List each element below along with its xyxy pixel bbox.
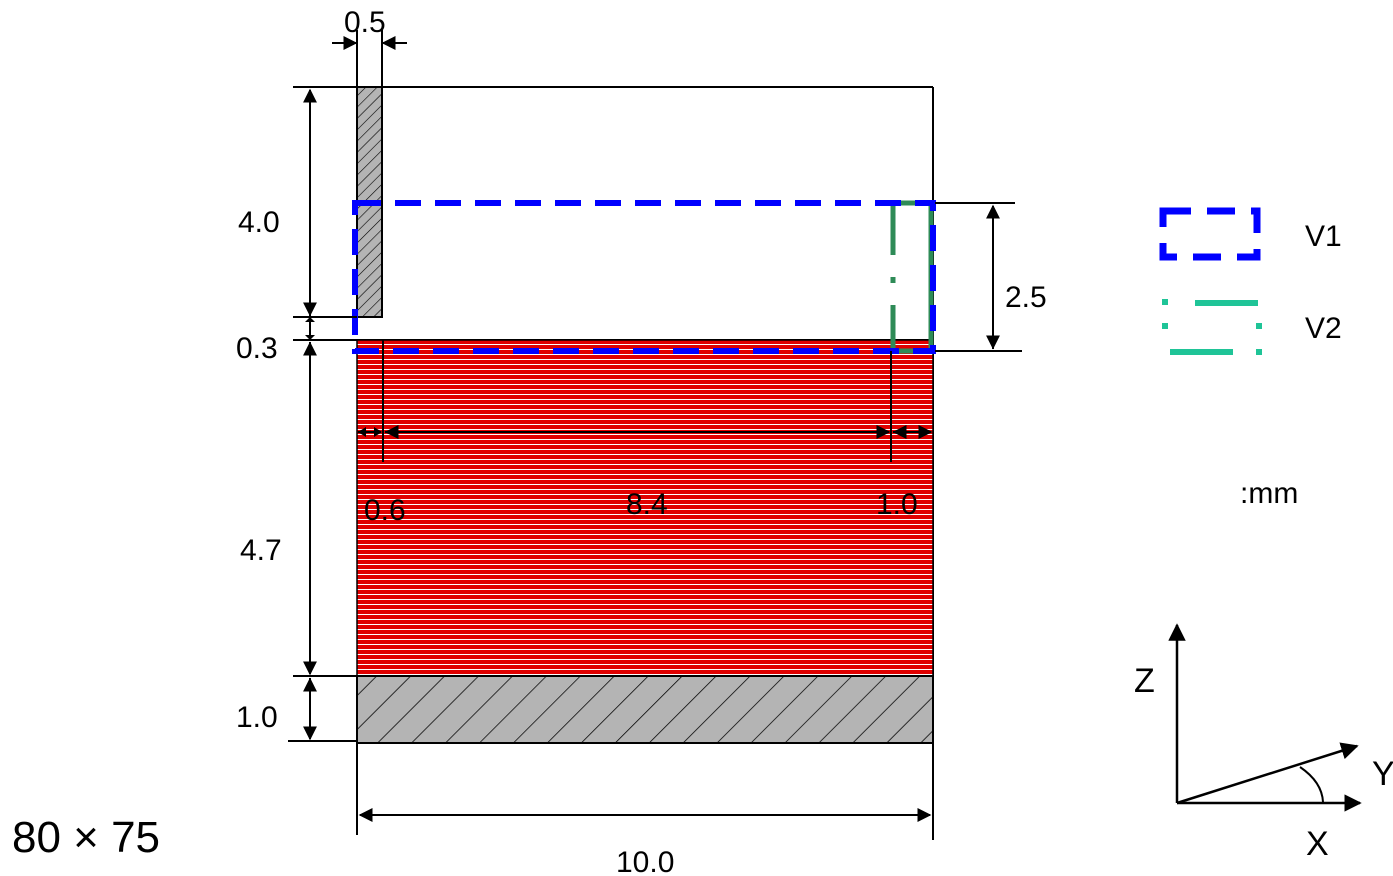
dim-label-top-width: 0.5 <box>344 6 386 39</box>
coordinate-axes: Z Y X <box>1134 623 1393 863</box>
axis-label-y: Y <box>1372 755 1393 793</box>
size-caption: 80 × 75 <box>12 813 160 862</box>
dim-label-seg-mid: 8.4 <box>626 488 668 521</box>
bottom-substrate-hatched <box>356 675 934 744</box>
red-layer <box>356 339 934 677</box>
dimension-left-chain: 4.0 0.3 4.7 1.0 <box>236 86 357 742</box>
unit-label: :mm <box>1240 477 1298 510</box>
v2-region-outline <box>890 200 934 354</box>
axis-label-z: Z <box>1134 662 1155 700</box>
dim-label-gap: 0.3 <box>236 332 278 365</box>
dim-label-total-width: 10.0 <box>616 846 674 876</box>
dim-label-seg-right: 1.0 <box>876 488 918 521</box>
dimension-top-width: 0.5 <box>332 6 407 87</box>
dimension-internal-segments: 0.6 8.4 1.0 <box>358 340 933 527</box>
dim-label-height-bottom: 1.0 <box>236 701 278 734</box>
legend-v1-swatch <box>1159 207 1261 261</box>
legend-v1-label: V1 <box>1305 220 1342 253</box>
legend-v2-label: V2 <box>1305 312 1342 345</box>
dim-label-box-height: 2.5 <box>1005 281 1047 314</box>
dim-label-seg-left: 0.6 <box>364 494 406 527</box>
dimension-total-width: 10.0 <box>356 743 934 876</box>
legend: V1 V2 :mm <box>1159 207 1342 510</box>
axis-label-x: X <box>1306 825 1329 863</box>
v1-region-outline <box>352 200 936 354</box>
dim-label-height-mid: 4.7 <box>240 534 282 567</box>
legend-v2-swatch <box>1162 299 1262 355</box>
dimension-box-height: 2.5 <box>935 202 1047 352</box>
dim-label-height-upper: 4.0 <box>238 206 280 239</box>
